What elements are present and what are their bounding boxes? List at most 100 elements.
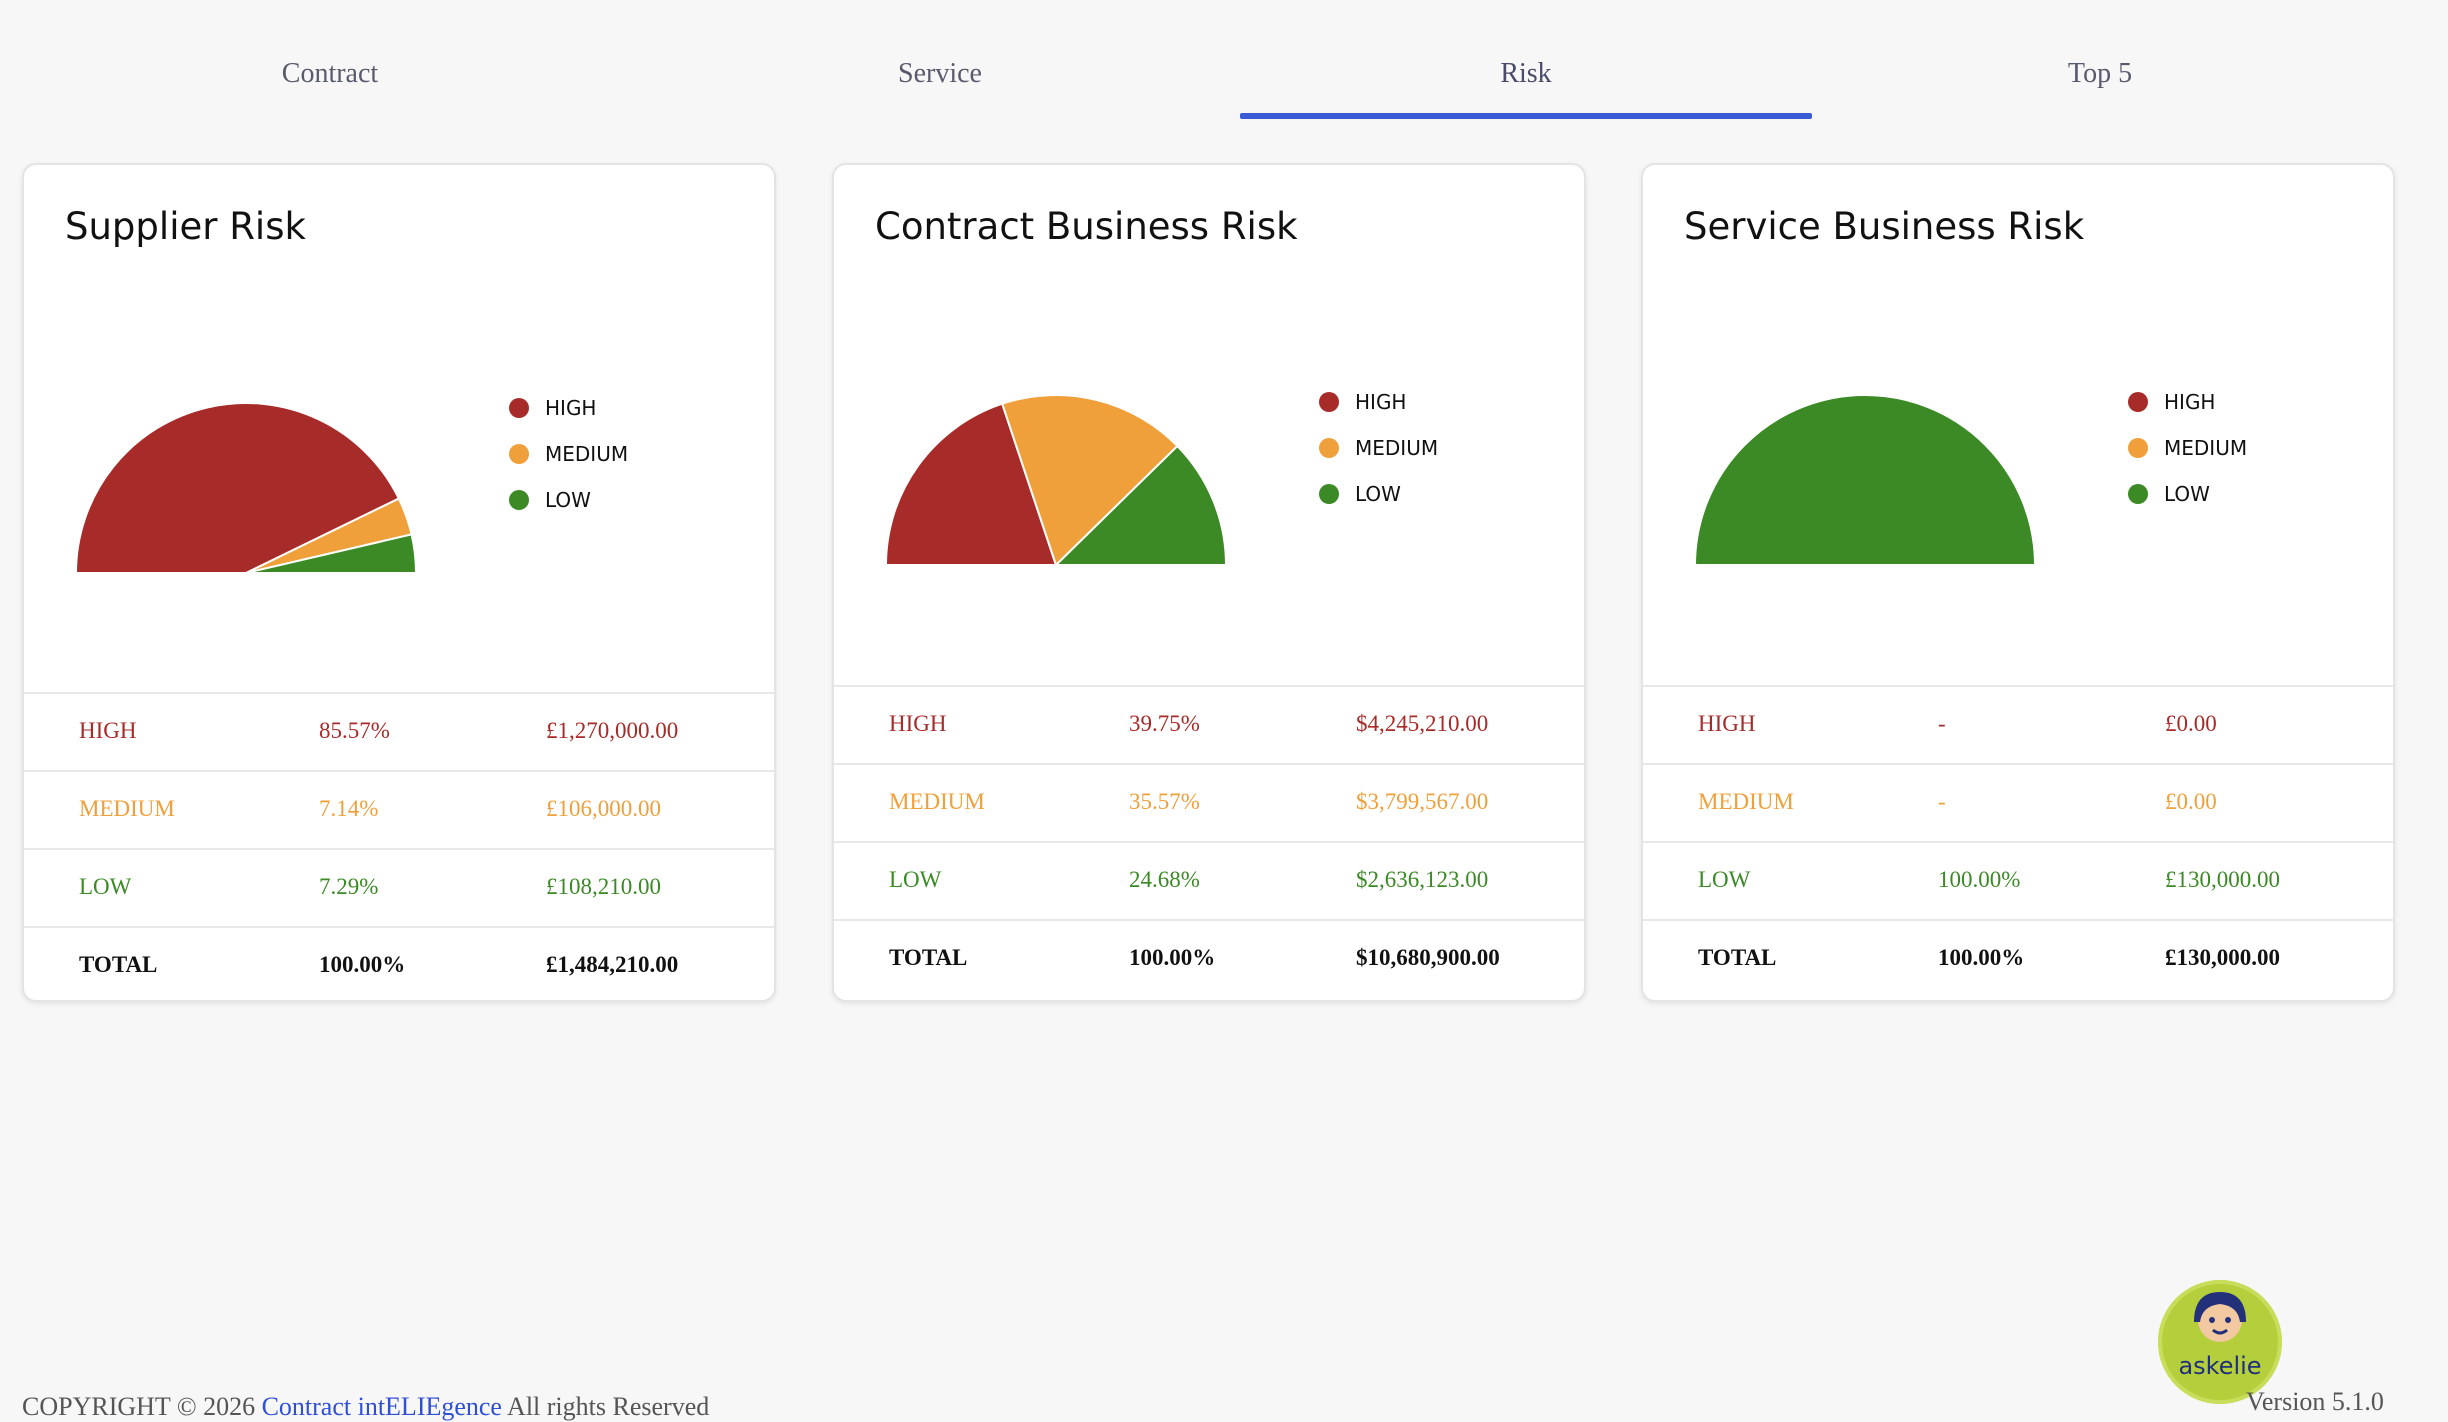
pie-slice-low[interactable] — [1053, 444, 1228, 566]
high-dot-icon — [2128, 392, 2148, 412]
card-title: Service Business Risk — [1684, 205, 2085, 248]
risk-table: HIGH - £0.00 MEDIUM - £0.00 LOW 100.00% £130,0… — [1643, 685, 2393, 997]
risk-level: MEDIUM — [1698, 789, 1794, 814]
risk-level: HIGH — [889, 711, 947, 736]
risk-percent: 7.29% — [319, 874, 379, 899]
risk-amount: £0.00 — [2165, 789, 2217, 814]
risk-table: HIGH 39.75% $4,245,210.00 MEDIUM 35.57% $3,7… — [834, 685, 1584, 997]
risk-percent: 100.00% — [1129, 945, 1216, 970]
high-dot-icon — [509, 398, 529, 418]
table-row-total: TOTAL 100.00% £130,000.00 — [1643, 919, 2393, 997]
risk-amount: £108,210.00 — [546, 874, 661, 899]
risk-amount: £0.00 — [2165, 711, 2217, 736]
chart-legend: HIGH MEDIUM LOW — [509, 385, 628, 523]
legend-item-medium[interactable]: MEDIUM — [2128, 425, 2247, 471]
risk-amount: £106,000.00 — [546, 796, 661, 821]
legend-item-low[interactable]: LOW — [509, 477, 628, 523]
tab-risk[interactable]: Risk — [1500, 58, 1552, 89]
tab-top-5[interactable]: Top 5 — [2067, 58, 2133, 89]
table-row-high: HIGH 39.75% $4,245,210.00 — [834, 685, 1584, 763]
risk-level: LOW — [889, 867, 942, 892]
assistant-avatar-icon — [2194, 1292, 2246, 1342]
risk-percent: 100.00% — [1938, 945, 2025, 970]
risk-percent: 24.68% — [1129, 867, 1200, 892]
legend-label: HIGH — [545, 396, 597, 420]
chart-legend: HIGH MEDIUM LOW — [1319, 379, 1438, 517]
contract-business-risk-card: Contract Business Risk HIGH MEDIUM LOW H… — [832, 163, 1586, 1002]
low-dot-icon — [509, 490, 529, 510]
risk-level: HIGH — [79, 718, 137, 743]
askelie-assistant-button[interactable]: askelie — [2158, 1280, 2282, 1404]
table-row-high: HIGH - £0.00 — [1643, 685, 2393, 763]
risk-percent: 7.14% — [319, 796, 379, 821]
risk-level: TOTAL — [1698, 945, 1777, 970]
risk-level: MEDIUM — [79, 796, 175, 821]
pie-slice-low[interactable] — [245, 533, 418, 574]
supplier-risk-chart: HIGH MEDIUM LOW — [24, 365, 774, 635]
legend-label: MEDIUM — [2164, 436, 2248, 460]
risk-amount: $10,680,900.00 — [1356, 945, 1500, 970]
medium-dot-icon — [1319, 438, 1339, 458]
medium-dot-icon — [2128, 438, 2148, 458]
legend-label: LOW — [2164, 482, 2210, 506]
table-row-low: LOW 100.00% £130,000.00 — [1643, 841, 2393, 919]
tab-bar: Contract Service Risk Top 5 — [0, 0, 2448, 122]
risk-level: HIGH — [1698, 711, 1756, 736]
risk-percent: 100.00% — [319, 952, 406, 977]
version-label: Version 5.1.0 — [2246, 1387, 2384, 1416]
low-dot-icon — [2128, 484, 2148, 504]
tab-contract[interactable]: Contract — [281, 58, 379, 89]
tab-service[interactable]: Service — [898, 58, 982, 89]
supplier-risk-card: Supplier Risk HIGH MEDIUM LOW HIGH 85.57%… — [22, 163, 776, 1002]
risk-percent: - — [1938, 789, 1946, 814]
pie-slice-high[interactable] — [884, 402, 1058, 566]
risk-amount: $4,245,210.00 — [1356, 711, 1489, 736]
legend-item-high[interactable]: HIGH — [2128, 379, 2247, 425]
risk-percent: - — [1938, 711, 1946, 736]
risk-table: HIGH 85.57% £1,270,000.00 MEDIUM 7.14% £106,… — [24, 692, 774, 1000]
risk-amount: $2,636,123.00 — [1356, 867, 1489, 892]
risk-amount: £130,000.00 — [2165, 945, 2280, 970]
chart-svg — [884, 394, 1228, 567]
contract-business-risk-chart: HIGH MEDIUM LOW — [834, 365, 1584, 635]
medium-dot-icon — [509, 444, 529, 464]
assistant-label: askelie — [2178, 1352, 2262, 1380]
risk-level: TOTAL — [889, 945, 968, 970]
company-link[interactable]: Contract intELIEgence — [261, 1392, 502, 1421]
legend-item-medium[interactable]: MEDIUM — [509, 431, 628, 477]
risk-amount: £130,000.00 — [2165, 867, 2280, 892]
legend-item-medium[interactable]: MEDIUM — [1319, 425, 1438, 471]
legend-item-low[interactable]: LOW — [2128, 471, 2247, 517]
table-row-total: TOTAL 100.00% $10,680,900.00 — [834, 919, 1584, 997]
risk-percent: 85.57% — [319, 718, 390, 743]
legend-item-high[interactable]: HIGH — [1319, 379, 1438, 425]
risk-amount: $3,799,567.00 — [1356, 789, 1489, 814]
risk-percent: 39.75% — [1129, 711, 1200, 736]
legend-item-high[interactable]: HIGH — [509, 385, 628, 431]
chart-svg — [74, 402, 418, 574]
high-dot-icon — [1319, 392, 1339, 412]
pie-slice-high[interactable] — [74, 402, 401, 574]
risk-level: LOW — [79, 874, 132, 899]
legend-item-low[interactable]: LOW — [1319, 471, 1438, 517]
risk-level: TOTAL — [79, 952, 158, 977]
pie-slice-medium[interactable] — [1000, 394, 1179, 567]
risk-percent: 35.57% — [1129, 789, 1200, 814]
legend-label: MEDIUM — [1355, 436, 1439, 460]
service-business-risk-chart: HIGH MEDIUM LOW — [1643, 365, 2393, 635]
pie-slice-low[interactable] — [1693, 394, 2037, 566]
low-dot-icon — [1319, 484, 1339, 504]
table-row-medium: MEDIUM 35.57% $3,799,567.00 — [834, 763, 1584, 841]
card-title: Contract Business Risk — [875, 205, 1298, 248]
table-row-low: LOW 7.29% £108,210.00 — [24, 848, 774, 926]
risk-level: LOW — [1698, 867, 1751, 892]
legend-label: LOW — [545, 488, 591, 512]
risk-amount: £1,484,210.00 — [546, 952, 679, 977]
table-row-low: LOW 24.68% $2,636,123.00 — [834, 841, 1584, 919]
card-title: Supplier Risk — [65, 205, 306, 248]
legend-label: LOW — [1355, 482, 1401, 506]
legend-label: HIGH — [2164, 390, 2216, 414]
risk-level: MEDIUM — [889, 789, 985, 814]
risk-amount: £1,270,000.00 — [546, 718, 679, 743]
risk-percent: 100.00% — [1938, 867, 2021, 892]
